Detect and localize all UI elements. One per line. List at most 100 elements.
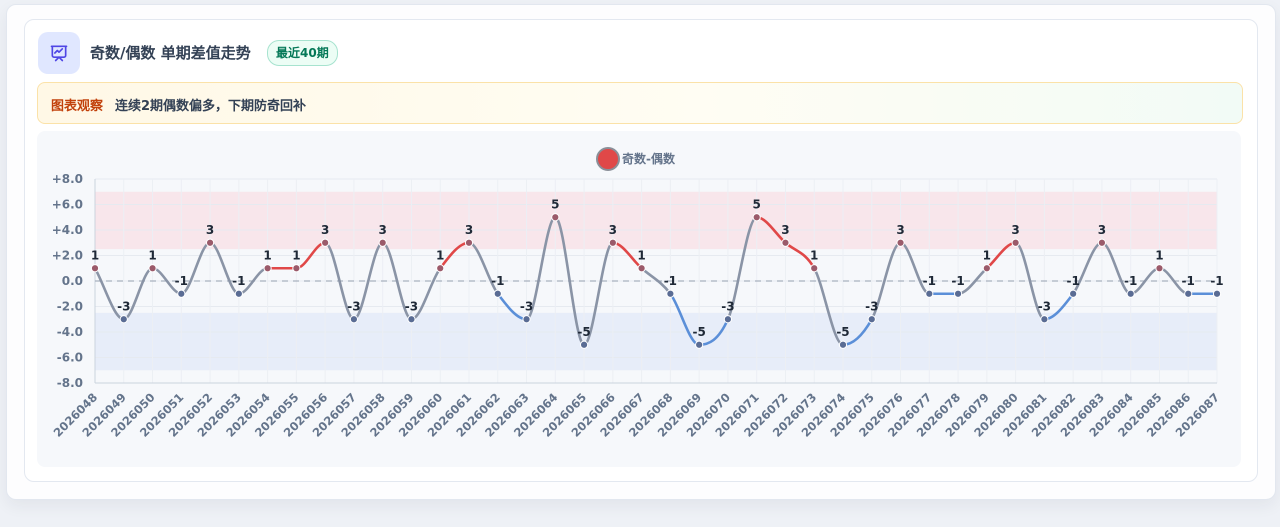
data-label: 3 (465, 223, 473, 237)
data-point (177, 289, 186, 298)
data-label: -5 (577, 325, 590, 339)
chart-container: +8.0 +6.0 +4.0 +2.0 0.0 -2.0 -4.0 -6.0 -8.0 20260… (37, 131, 1241, 467)
y-tick-label: +4.0 (52, 223, 83, 237)
data-point (90, 264, 100, 273)
data-label: 1 (263, 248, 271, 262)
data-label: -3 (865, 299, 878, 313)
data-label: -5 (692, 325, 705, 339)
data-point (1184, 289, 1193, 298)
data-label: 1 (1155, 248, 1163, 262)
data-point (781, 238, 790, 247)
data-label: 5 (753, 197, 761, 211)
data-label: -1 (951, 274, 964, 288)
data-label: 3 (206, 223, 214, 237)
data-point (1155, 264, 1164, 273)
data-label: -1 (232, 274, 245, 288)
data-label: 5 (551, 197, 559, 211)
data-label: -3 (520, 299, 533, 313)
data-point (493, 289, 502, 298)
data-label: 1 (810, 248, 818, 262)
data-point (263, 264, 272, 273)
data-point (551, 213, 560, 222)
data-point (752, 213, 761, 222)
data-point (464, 238, 474, 247)
data-point (1097, 238, 1107, 247)
data-point (148, 264, 157, 273)
data-label: -1 (175, 274, 188, 288)
data-point (407, 315, 416, 324)
data-label: -1 (1124, 274, 1137, 288)
presentation-chart-icon (38, 32, 80, 74)
data-point (205, 238, 215, 247)
y-tick-label: +2.0 (52, 249, 83, 263)
data-label: 1 (983, 248, 991, 262)
data-point (867, 315, 876, 324)
data-label: 1 (292, 248, 300, 262)
data-point (119, 315, 128, 324)
data-label: -1 (491, 274, 504, 288)
data-point (925, 289, 934, 298)
data-label: 3 (1011, 223, 1019, 237)
high-value-band (95, 191, 1217, 250)
data-point (234, 289, 243, 298)
data-label: 3 (896, 223, 904, 237)
data-label: 3 (1098, 223, 1106, 237)
y-tick-label: -8.0 (57, 376, 83, 390)
observation-label: 图表观察 (51, 99, 104, 114)
data-point (896, 238, 905, 247)
data-label: 3 (321, 223, 329, 237)
data-label: -1 (923, 274, 936, 288)
data-label: -3 (405, 299, 418, 313)
data-label: -1 (1066, 274, 1079, 288)
y-tick-label: +6.0 (52, 198, 83, 212)
y-tick-label: +8.0 (52, 172, 83, 186)
data-label: -3 (347, 299, 360, 313)
y-tick-label: -6.0 (57, 351, 83, 365)
data-label: -1 (664, 274, 677, 288)
series-segment (554, 215, 586, 347)
data-label: 3 (781, 223, 789, 237)
y-tick-label: -4.0 (57, 325, 83, 339)
data-point (579, 340, 589, 349)
data-point (436, 264, 445, 273)
data-label: -3 (117, 299, 130, 313)
y-tick-label: -2.0 (57, 300, 83, 314)
data-label: -3 (721, 299, 734, 313)
data-point (810, 264, 819, 273)
data-point (378, 238, 387, 247)
data-point (349, 315, 359, 324)
data-point (723, 315, 733, 324)
series-segment (525, 215, 557, 321)
data-label: 1 (91, 248, 99, 262)
observation-text: 连续2期偶数偏多，下期防奇回补 (115, 99, 307, 114)
data-point (637, 264, 646, 273)
data-point (522, 315, 531, 324)
data-point (1126, 289, 1135, 298)
data-point (321, 238, 330, 247)
data-label: 1 (637, 248, 645, 262)
legend-marker (596, 147, 620, 171)
data-point (1040, 315, 1049, 324)
low-value-band (95, 312, 1217, 371)
y-tick-label: 0.0 (62, 274, 83, 288)
data-label: 3 (379, 223, 387, 237)
data-label: 1 (148, 248, 156, 262)
data-point (1011, 238, 1020, 247)
data-point (608, 238, 617, 247)
data-label: -3 (1038, 299, 1051, 313)
line-chart: +8.0+6.0+4.0+2.00.0-2.0-4.0-6.0-8.020260… (51, 147, 1224, 440)
legend-label: 奇数-偶数 (622, 151, 676, 166)
data-point (292, 264, 301, 273)
data-point (953, 289, 963, 298)
data-label: -1 (1182, 274, 1195, 288)
data-label: -1 (1210, 274, 1223, 288)
data-point (982, 264, 991, 273)
data-point (1212, 289, 1222, 298)
data-label: 1 (436, 248, 444, 262)
data-point (695, 340, 704, 349)
series-segment (726, 215, 758, 321)
series-segment (582, 241, 615, 347)
data-label: -5 (836, 325, 849, 339)
page-title: 奇数/偶数 单期差值走势 (90, 44, 251, 62)
period-badge: 最近40期 (267, 40, 338, 66)
